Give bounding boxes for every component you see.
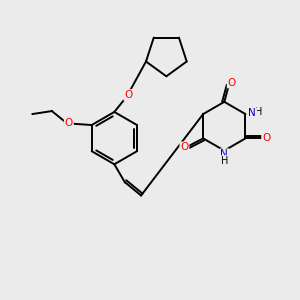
- Text: O: O: [262, 134, 270, 143]
- Text: O: O: [124, 90, 132, 100]
- Text: H: H: [220, 156, 228, 166]
- Text: O: O: [180, 142, 189, 152]
- Text: O: O: [228, 77, 236, 88]
- Text: O: O: [65, 118, 73, 128]
- Text: N: N: [220, 149, 228, 159]
- Text: H: H: [255, 107, 262, 117]
- Text: N: N: [248, 108, 256, 118]
